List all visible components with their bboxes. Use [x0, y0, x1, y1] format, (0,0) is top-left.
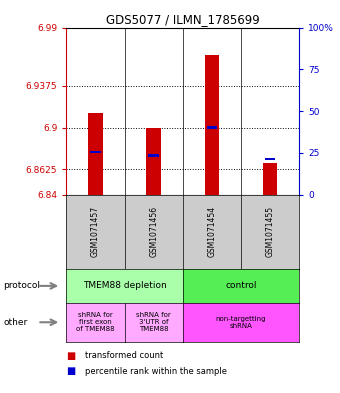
- Text: protocol: protocol: [3, 281, 40, 290]
- Bar: [263, 163, 277, 195]
- Bar: [148, 154, 159, 157]
- Text: percentile rank within the sample: percentile rank within the sample: [85, 367, 227, 376]
- Bar: [265, 158, 275, 160]
- Bar: [90, 151, 101, 154]
- Text: GSM1071456: GSM1071456: [149, 206, 158, 257]
- Text: GSM1071455: GSM1071455: [266, 206, 275, 257]
- Bar: [207, 127, 217, 129]
- Bar: [146, 128, 161, 195]
- Title: GDS5077 / ILMN_1785699: GDS5077 / ILMN_1785699: [106, 13, 260, 26]
- Text: other: other: [3, 318, 28, 327]
- Text: shRNA for
first exon
of TMEM88: shRNA for first exon of TMEM88: [76, 312, 115, 332]
- Text: shRNA for
3'UTR of
TMEM88: shRNA for 3'UTR of TMEM88: [136, 312, 171, 332]
- Text: control: control: [225, 281, 257, 290]
- Text: ■: ■: [66, 366, 75, 376]
- Bar: [205, 55, 219, 195]
- Text: ■: ■: [66, 351, 75, 361]
- Text: non-targetting
shRNA: non-targetting shRNA: [216, 316, 266, 329]
- Text: transformed count: transformed count: [85, 351, 163, 360]
- Bar: [88, 113, 103, 195]
- Text: TMEM88 depletion: TMEM88 depletion: [83, 281, 166, 290]
- Text: GSM1071457: GSM1071457: [91, 206, 100, 257]
- Text: GSM1071454: GSM1071454: [207, 206, 216, 257]
